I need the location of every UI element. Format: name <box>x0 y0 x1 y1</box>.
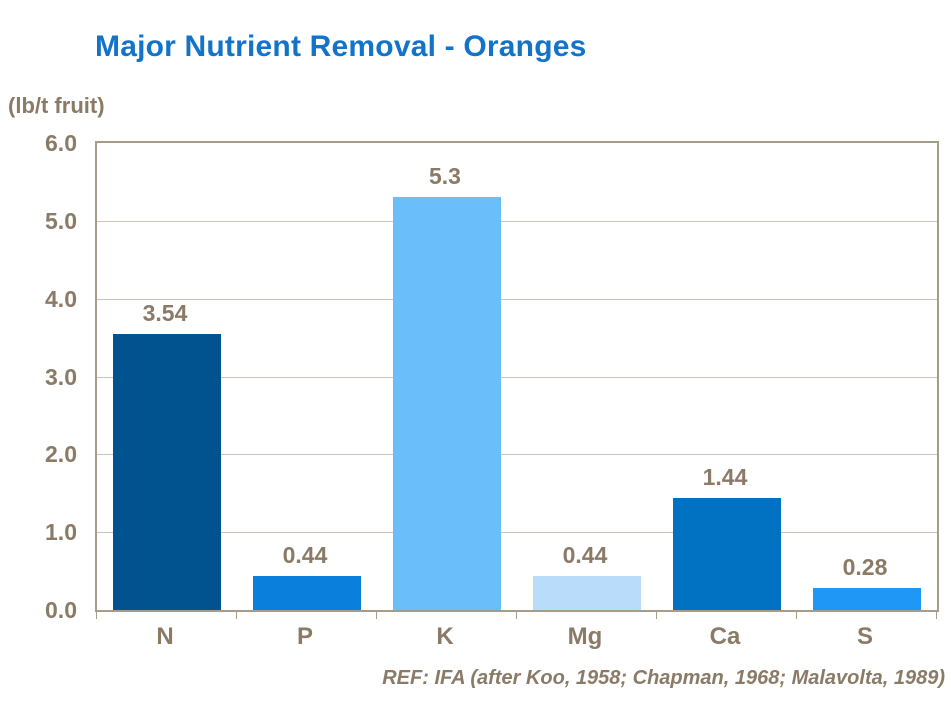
ytick-label-6.0: 6.0 <box>45 130 77 156</box>
category-label-N: N <box>156 623 174 650</box>
xtick-mark <box>796 612 797 619</box>
ytick-label-0.0: 0.0 <box>45 597 77 623</box>
bar-K <box>393 197 501 610</box>
plot-area <box>95 141 939 612</box>
gridline <box>97 532 937 534</box>
value-label-Ca: 1.44 <box>702 463 748 490</box>
category-label-Ca: Ca <box>709 623 741 650</box>
ytick-label-1.0: 1.0 <box>45 519 77 546</box>
ytick-label-5.0: 5.0 <box>45 207 77 234</box>
ytick-label-3.0: 3.0 <box>45 363 77 390</box>
category-label-P: P <box>296 623 313 650</box>
ytick-label-4.0: 4.0 <box>45 285 77 312</box>
bar-N <box>113 334 221 610</box>
xtick-mark <box>376 612 377 619</box>
category-label-K: K <box>436 623 454 650</box>
bar-P <box>253 575 361 610</box>
gridline <box>97 454 937 456</box>
bar-Ca <box>673 497 781 610</box>
value-label-K: 5.3 <box>429 163 461 190</box>
y-axis-unit-label: (lb/t fruit) <box>8 93 105 118</box>
bar-S <box>813 588 921 610</box>
value-label-Mg: 0.44 <box>562 541 608 568</box>
chart-title: Major Nutrient Removal - Oranges <box>95 30 587 63</box>
xtick-mark <box>516 612 517 619</box>
value-label-S: 0.28 <box>842 554 888 581</box>
xtick-mark <box>656 612 657 619</box>
xtick-mark <box>236 612 237 619</box>
ytick-label-2.0: 2.0 <box>45 441 77 468</box>
xtick-mark <box>96 612 97 619</box>
value-label-P: 0.44 <box>282 541 328 568</box>
gridline <box>97 376 937 378</box>
gridline <box>97 220 937 222</box>
reference-citation: REF: IFA (after Koo, 1958; Chapman, 1968… <box>382 667 945 689</box>
xtick-mark <box>936 612 937 619</box>
category-label-S: S <box>856 623 873 650</box>
value-label-N: 3.54 <box>142 300 188 327</box>
gridline <box>97 298 937 300</box>
category-label-Mg: Mg <box>567 623 603 650</box>
bar-Mg <box>533 575 641 610</box>
